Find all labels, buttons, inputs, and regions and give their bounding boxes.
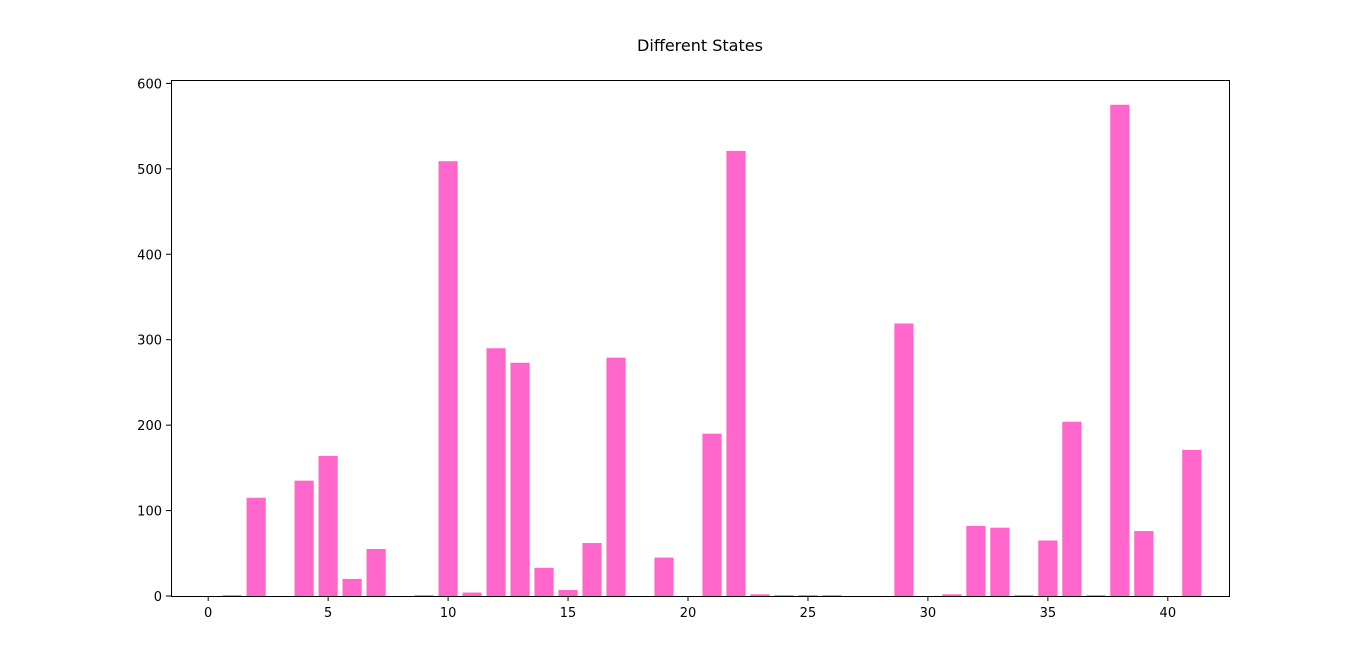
bar-25	[798, 595, 818, 596]
y-tick-label-100: 100	[137, 505, 162, 520]
x-tick-label-10: 10	[440, 606, 457, 621]
x-tick-label-5: 5	[324, 606, 332, 621]
bar-13	[510, 362, 530, 596]
bar-6	[342, 578, 362, 596]
y-tick-label-200: 200	[137, 419, 162, 434]
bar-19	[654, 557, 674, 596]
bar-32	[966, 525, 986, 596]
bar-16	[582, 543, 602, 596]
bar-26	[822, 595, 842, 596]
bar-4	[294, 480, 314, 596]
bar-37	[1086, 595, 1106, 596]
x-tick-label-0: 0	[204, 606, 212, 621]
bar-24	[774, 595, 794, 596]
bar-29	[894, 323, 914, 596]
y-tick-label-600: 600	[137, 77, 162, 92]
x-tick-label-20: 20	[680, 606, 697, 621]
y-tick-label-0: 0	[154, 590, 162, 605]
y-tick-label-400: 400	[137, 248, 162, 263]
bar-36	[1062, 421, 1082, 596]
bar-12	[486, 348, 506, 596]
x-tick-label-35: 35	[1040, 606, 1057, 621]
bar-39	[1134, 531, 1154, 596]
bar-22	[726, 150, 746, 596]
bar-15	[558, 590, 578, 596]
bar-34	[1014, 595, 1034, 596]
y-tick-label-300: 300	[137, 334, 162, 349]
bar-1	[222, 595, 242, 596]
bar-31	[942, 594, 962, 596]
bar-7	[366, 549, 386, 596]
bars-layer	[222, 104, 1202, 597]
bar-17	[606, 357, 626, 596]
bar-10	[438, 161, 458, 596]
bar-35	[1038, 540, 1058, 596]
x-tick-label-25: 25	[800, 606, 817, 621]
bar-23	[750, 594, 770, 596]
bar-33	[990, 527, 1010, 596]
bar-2	[246, 497, 266, 596]
plot-frame	[171, 80, 1230, 597]
bar-9	[414, 595, 434, 596]
x-tick-label-15: 15	[560, 606, 577, 621]
bar-38	[1110, 104, 1130, 597]
bar-11	[462, 592, 482, 596]
bar-14	[534, 567, 554, 596]
chart-title: Different States	[637, 36, 763, 55]
x-tick-label-30: 30	[920, 606, 937, 621]
bar-21	[702, 433, 722, 596]
y-tick-label-500: 500	[137, 163, 162, 178]
bar-41	[1182, 449, 1202, 596]
x-tick-label-40: 40	[1160, 606, 1177, 621]
bar-5	[318, 455, 338, 596]
